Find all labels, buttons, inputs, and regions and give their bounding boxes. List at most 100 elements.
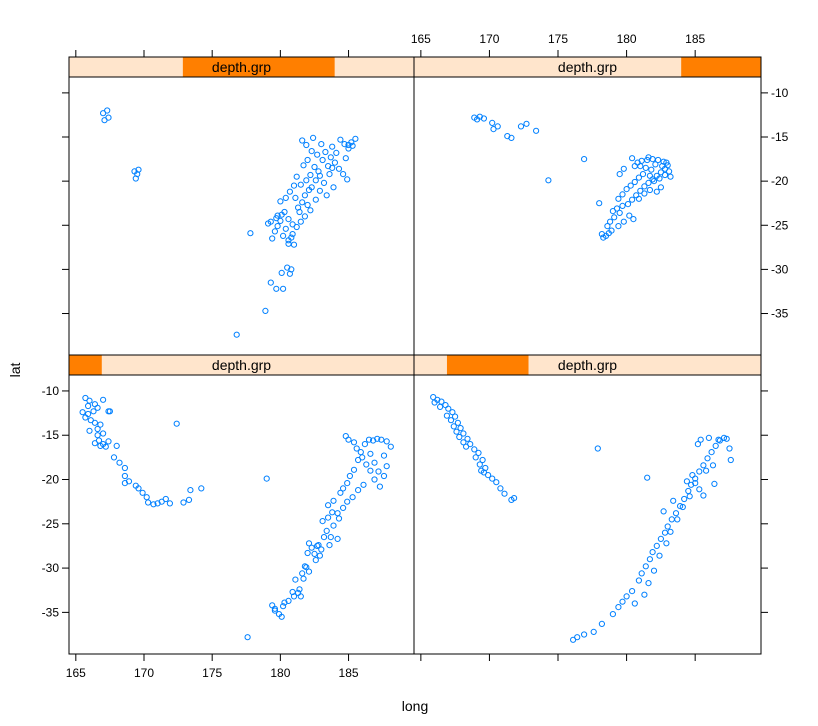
data-point — [265, 220, 272, 227]
data-point — [631, 600, 638, 607]
data-point — [619, 598, 626, 605]
data-point — [282, 194, 289, 201]
data-point — [627, 182, 634, 189]
data-point — [460, 430, 467, 437]
data-point — [723, 435, 730, 442]
panel-frame — [68, 374, 415, 655]
data-point — [282, 225, 289, 232]
data-point — [330, 184, 337, 191]
data-point — [185, 496, 193, 503]
data-point — [135, 485, 142, 492]
data-point — [639, 171, 647, 178]
data-point — [378, 436, 385, 443]
data-point — [711, 480, 718, 487]
y-axis-title: lat — [7, 363, 23, 378]
data-point — [646, 186, 654, 194]
panel-frame — [68, 76, 415, 356]
data-point — [633, 192, 640, 199]
data-point — [365, 436, 373, 443]
data-point — [598, 620, 606, 628]
data-point — [581, 631, 588, 638]
data-point — [471, 446, 478, 453]
data-point — [323, 527, 330, 535]
strip-background — [414, 57, 761, 77]
data-point — [607, 218, 614, 225]
data-point — [100, 430, 107, 437]
data-point — [290, 182, 298, 189]
data-point — [333, 149, 340, 156]
data-point — [305, 568, 313, 575]
data-point — [480, 115, 487, 122]
data-point — [139, 489, 146, 496]
data-point — [376, 483, 383, 490]
strip-label: depth.grp — [212, 357, 271, 373]
data-point — [653, 542, 660, 550]
y-tick-label: -25 — [42, 517, 60, 531]
data-point — [485, 472, 492, 479]
data-point — [387, 443, 394, 450]
data-point — [616, 171, 623, 178]
data-point — [620, 165, 627, 172]
data-point — [510, 495, 518, 502]
data-point — [460, 439, 467, 446]
data-point — [642, 164, 649, 171]
data-point — [82, 414, 89, 421]
data-point — [631, 178, 638, 186]
data-point — [303, 141, 310, 149]
data-point — [293, 173, 300, 180]
data-point — [303, 177, 310, 184]
data-point — [574, 634, 581, 641]
data-point — [116, 459, 123, 466]
data-point — [615, 604, 622, 611]
data-point — [629, 196, 636, 203]
data-point — [312, 557, 319, 564]
data-point — [367, 467, 374, 474]
data-point — [132, 175, 139, 182]
data-point — [709, 462, 717, 469]
data-point — [615, 195, 622, 202]
data-point — [104, 107, 111, 114]
data-point — [311, 163, 318, 171]
x-tick-label: 165 — [66, 666, 86, 680]
data-point — [278, 613, 285, 620]
data-point — [280, 232, 287, 239]
data-point — [664, 523, 671, 530]
data-point — [720, 434, 728, 441]
data-point — [285, 240, 292, 247]
data-point — [94, 404, 101, 411]
data-point — [703, 467, 710, 474]
data-point — [269, 602, 276, 609]
data-point — [342, 433, 349, 440]
data-point — [180, 499, 187, 506]
data-point — [383, 438, 390, 445]
data-point — [490, 126, 497, 133]
data-point — [545, 177, 552, 184]
data-point — [244, 634, 251, 641]
data-point — [479, 456, 486, 464]
data-point — [335, 515, 343, 522]
data-point — [371, 476, 378, 483]
data-point — [90, 408, 97, 415]
data-point — [106, 408, 114, 415]
data-point — [334, 510, 341, 517]
x-tick-label: 170 — [479, 32, 499, 46]
data-point — [308, 544, 315, 551]
data-point — [641, 591, 648, 598]
data-point — [447, 417, 455, 424]
data-point — [642, 563, 649, 570]
data-point — [523, 120, 530, 127]
data-point — [611, 214, 618, 221]
data-point — [94, 432, 101, 439]
data-point — [590, 628, 597, 636]
data-point — [463, 443, 470, 450]
data-point — [326, 171, 333, 178]
data-point — [646, 556, 654, 563]
data-point — [371, 459, 378, 466]
data-point — [344, 176, 351, 183]
data-point — [278, 211, 285, 218]
data-point — [297, 593, 304, 600]
data-point — [335, 165, 343, 172]
data-point — [330, 522, 337, 529]
data-point — [700, 462, 707, 469]
